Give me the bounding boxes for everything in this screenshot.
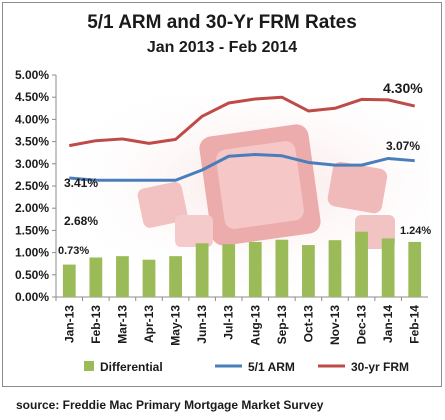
bar-differential: [355, 231, 368, 297]
y-tick-label: 0.00%: [15, 290, 49, 304]
x-tick-label: Jul-13: [222, 305, 236, 340]
x-tick-label: Sep-13: [275, 305, 289, 345]
series-line-30-yr-frm: [69, 95, 416, 148]
bar-differential: [62, 264, 76, 297]
x-tick-label: Apr-13: [142, 305, 156, 343]
chart-title: 5/1 ARM and 30-Yr FRM Rates: [87, 12, 357, 33]
x-tick-label: Jun-13: [195, 305, 209, 344]
x-tick-label: Jan-14: [381, 305, 395, 343]
bar-differential: [275, 239, 289, 297]
x-tick-label: Dec-13: [355, 305, 369, 345]
x-tick-label: Oct-13: [301, 305, 315, 343]
y-tick-label: 0.50%: [15, 268, 49, 282]
y-tick-label: 2.00%: [15, 201, 49, 215]
bar-differential: [169, 256, 182, 297]
annotation-diff-end: 1.24%: [400, 225, 431, 237]
x-tick-label: Feb-13: [89, 305, 103, 344]
y-tick-label: 1.00%: [15, 246, 49, 260]
bar-differential: [116, 256, 129, 297]
annotation-frm-start: 3.41%: [64, 176, 98, 190]
legend-label-differential: Differential: [100, 360, 163, 374]
series-line-5-1-arm: [69, 152, 415, 182]
legend-label-arm: 5/1 ARM: [248, 360, 295, 374]
x-tick-label: Mar-13: [115, 305, 129, 344]
legend-label-frm: 30-yr FRM: [351, 360, 409, 374]
bar-differential: [248, 241, 262, 297]
y-tick-label: 4.50%: [15, 90, 49, 104]
background-decoration: [60, 95, 430, 290]
annotation-arm-end: 3.07%: [386, 139, 420, 153]
x-tick-label: Jan-13: [62, 305, 76, 343]
annotation-frm-end: 4.30%: [383, 80, 423, 96]
x-tick-label: Nov-13: [328, 305, 342, 345]
chart-subtitle: Jan 2013 - Feb 2014: [147, 39, 297, 56]
bar-differential: [142, 259, 156, 297]
bar-differential: [195, 243, 209, 297]
y-tick-label: 3.00%: [15, 157, 49, 171]
bar-differential: [302, 245, 315, 297]
legend-swatch-differential: [84, 361, 94, 371]
bar-differential: [381, 238, 395, 297]
bar-differential: [89, 257, 103, 297]
bar-differential: [328, 240, 342, 297]
annotation-diff-start: 0.73%: [58, 245, 89, 257]
legend: Differential 5/1 ARM 30-yr FRM: [84, 360, 409, 374]
y-tick-label: 3.50%: [15, 135, 49, 149]
source-note: source: Freddie Mac Primary Mortgage Mar…: [16, 398, 324, 412]
x-tick-label: Aug-13: [248, 305, 262, 346]
annotation-arm-start: 2.68%: [64, 214, 98, 228]
y-tick-label: 1.50%: [15, 223, 49, 237]
bar-differential: [408, 241, 422, 297]
x-tick-label: May-13: [169, 305, 183, 346]
x-tick-label: Feb-14: [408, 305, 422, 344]
y-tick-label: 5.00%: [15, 68, 49, 82]
bar-differential: [222, 244, 236, 297]
y-tick-label: 4.00%: [15, 112, 49, 126]
y-tick-label: 2.50%: [15, 179, 49, 193]
